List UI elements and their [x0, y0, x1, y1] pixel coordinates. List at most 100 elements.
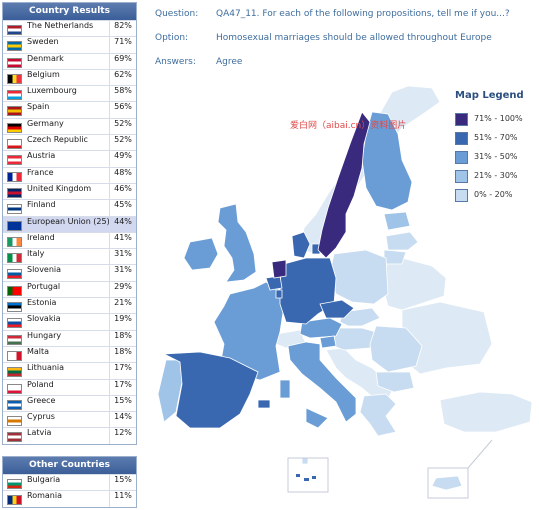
country-results-list: The Netherlands 82% Sweden 71% Denmark 69% Bel…: [3, 20, 136, 445]
country-name: Czech Republic: [27, 135, 88, 145]
country-name: The Netherlands: [27, 21, 94, 30]
country-name: Slovakia: [27, 314, 61, 324]
country-name: Portugal: [27, 281, 61, 291]
country-row: Denmark 69%: [3, 52, 136, 70]
country-value: 56%: [109, 102, 136, 119]
country-row: Romania 11%: [3, 490, 136, 508]
country-name: Cyprus: [27, 412, 55, 422]
country-row: The Netherlands 82%: [3, 20, 136, 37]
country-name: Lithuania: [27, 363, 65, 373]
country-value: 18%: [109, 330, 136, 347]
country-row: Greece 15%: [3, 394, 136, 412]
country-value: 48%: [109, 167, 136, 184]
band-21-30: [157, 211, 411, 423]
country-value: 46%: [109, 183, 136, 200]
legend-swatch: [455, 189, 468, 202]
legend-label: 0% - 20%: [474, 190, 513, 199]
country-name: Poland: [27, 379, 54, 389]
country-value: 82%: [109, 21, 136, 37]
malta-shape: [301, 457, 309, 465]
flag-icon: [7, 416, 22, 427]
country-row: Malta 18%: [3, 345, 136, 363]
country-row: Ireland 41%: [3, 231, 136, 249]
band-71-100: [271, 111, 371, 279]
country-name: Germany: [27, 118, 64, 128]
country-row: Slovenia 31%: [3, 264, 136, 282]
flag-icon: [7, 318, 22, 329]
flag-icon: [7, 25, 22, 35]
country-value: 62%: [109, 69, 136, 86]
country-value: 18%: [109, 346, 136, 363]
flag-icon: [7, 139, 22, 150]
country-value: 52%: [109, 135, 136, 152]
flag-icon: [7, 204, 22, 215]
flag-icon: [7, 367, 22, 378]
legend-swatch: [455, 170, 468, 183]
flag-icon: [7, 253, 22, 264]
country-row: Germany 52%: [3, 117, 136, 135]
country-row: Slovakia 19%: [3, 313, 136, 331]
country-row: Poland 17%: [3, 378, 136, 396]
country-name: Luxembourg: [27, 86, 77, 96]
country-row: Cyprus 14%: [3, 411, 136, 429]
legend-swatch: [455, 132, 468, 145]
other-countries-title: Other Countries: [3, 457, 136, 474]
band-0-20: [301, 231, 463, 491]
romania-bulgaria-shape: [369, 325, 423, 393]
netherlands-shape: [271, 259, 287, 279]
country-value: 11%: [109, 491, 136, 508]
legend-label: 31% - 50%: [474, 152, 518, 161]
flag-icon: [7, 220, 22, 231]
country-name: Belgium: [27, 69, 60, 79]
country-value: 14%: [109, 412, 136, 429]
country-row: Finland 45%: [3, 199, 136, 217]
country-value: 49%: [109, 151, 136, 168]
inset-canary-islands: [287, 457, 329, 493]
country-name: France: [27, 167, 54, 177]
country-row: Spain 56%: [3, 101, 136, 119]
legend-label: 71% - 100%: [474, 114, 523, 123]
flag-icon: [7, 122, 22, 133]
turkey-shape: [439, 391, 533, 433]
flag-icon: [7, 269, 22, 280]
question-text: QA47_11. For each of the following propo…: [216, 9, 510, 19]
united-kingdom-shape: [217, 203, 257, 283]
balkans-shape: [325, 347, 395, 401]
flag-icon: [7, 106, 22, 117]
inset-cyprus-pointer: [467, 439, 493, 469]
country-value: 15%: [109, 475, 136, 491]
flag-icon: [7, 155, 22, 166]
country-results-panel: Country Results The Netherlands 82% Sweden…: [2, 2, 137, 445]
country-value: 69%: [109, 53, 136, 70]
country-name: Sweden: [27, 37, 59, 47]
flag-icon: [7, 479, 22, 489]
country-value: 71%: [109, 37, 136, 54]
country-value: 17%: [109, 379, 136, 396]
greece-shape: [359, 393, 397, 437]
flag-icon: [7, 73, 22, 84]
country-name: Estonia: [27, 298, 57, 308]
canary-islands-shape: [296, 474, 316, 481]
flag-icon: [7, 285, 22, 296]
country-name: Finland: [27, 200, 56, 210]
country-row: Latvia 12%: [3, 427, 136, 445]
watermark-text: 爱白网（aibai.cn）资料图片: [290, 121, 407, 131]
poland-shape: [329, 249, 389, 305]
country-row: Lithuania 17%: [3, 362, 136, 380]
country-value: 21%: [109, 298, 136, 315]
band-31-50: [183, 111, 413, 429]
country-value: 29%: [109, 281, 136, 298]
other-countries-list: Bulgaria 15% Romania 11%: [3, 474, 136, 508]
country-name: European Union (25): [27, 216, 110, 226]
latvia-lithuania-shape: [383, 231, 419, 265]
flag-icon: [7, 236, 22, 247]
option-label: Option:: [155, 33, 189, 43]
country-row: United Kingdom 46%: [3, 182, 136, 200]
country-name: Slovenia: [27, 265, 62, 275]
denmark-shape: [291, 231, 321, 259]
country-value: 17%: [109, 363, 136, 380]
legend-label: 51% - 70%: [474, 133, 518, 142]
cyprus-shape: [431, 475, 463, 491]
country-value: 45%: [109, 200, 136, 217]
legend-swatch: [455, 113, 468, 126]
